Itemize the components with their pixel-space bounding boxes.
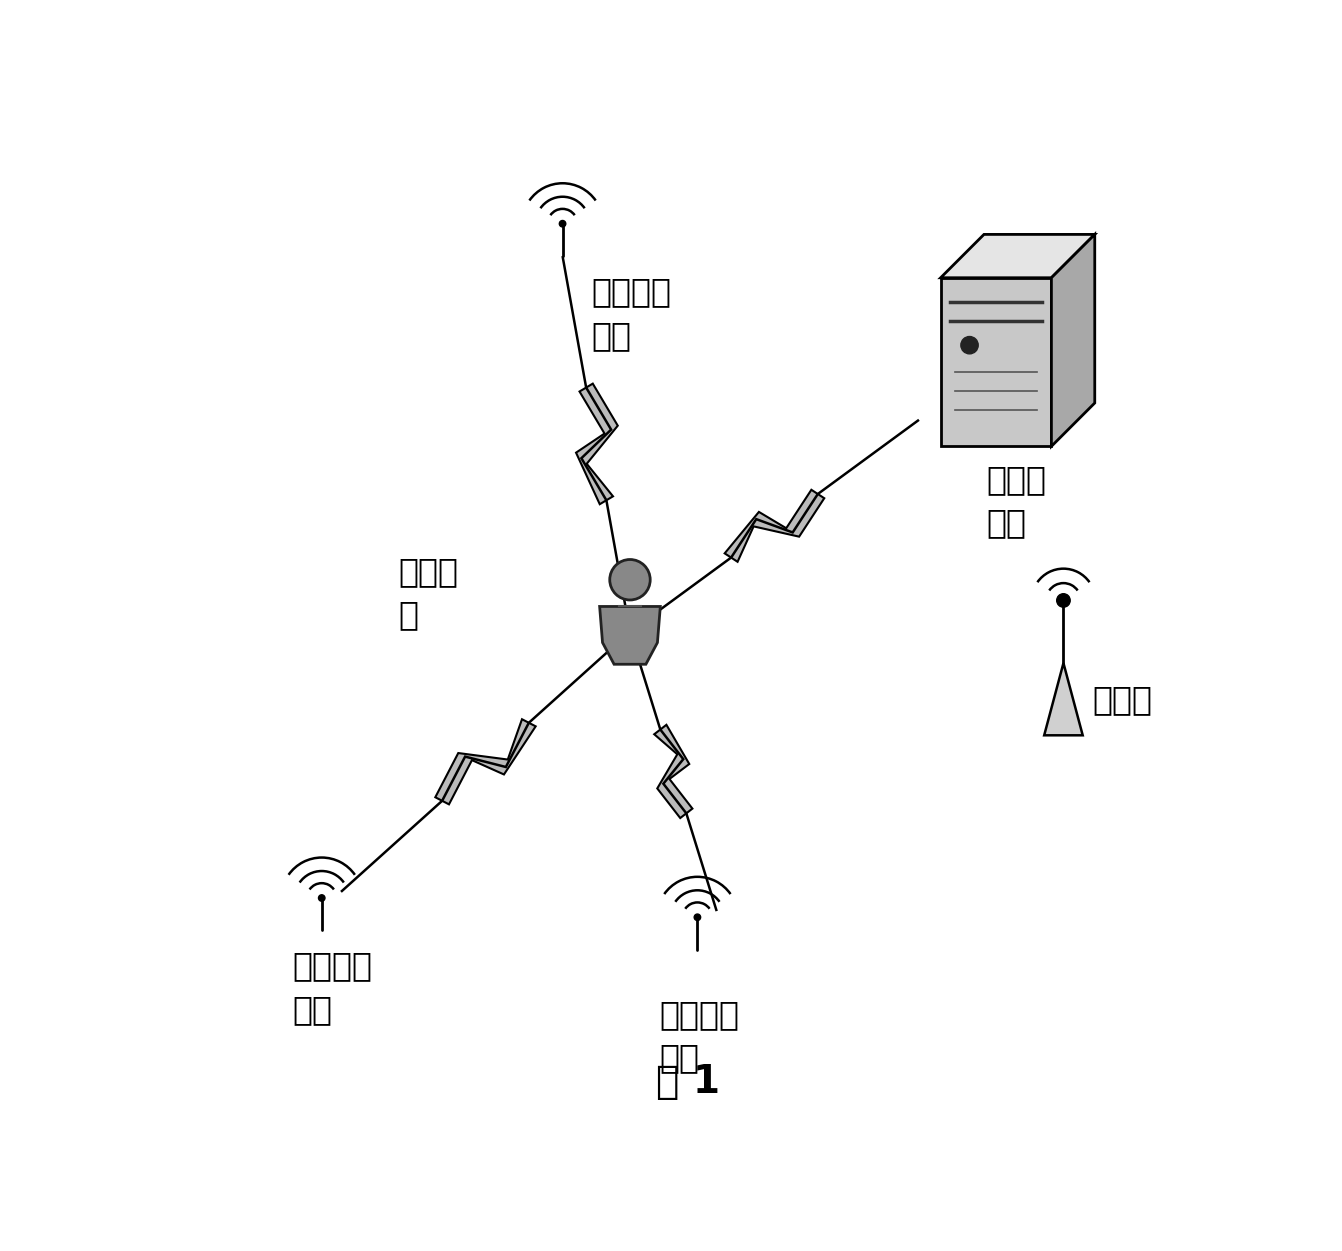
Polygon shape <box>941 278 1051 447</box>
Text: 极化波发
射点: 极化波发 射点 <box>659 998 739 1075</box>
Polygon shape <box>576 384 617 504</box>
Polygon shape <box>941 234 1095 278</box>
Text: 基准点: 基准点 <box>1092 683 1153 716</box>
Text: 极化波发
射点: 极化波发 射点 <box>293 950 373 1026</box>
Polygon shape <box>1044 663 1083 736</box>
Text: 图 1: 图 1 <box>656 1062 719 1101</box>
Text: 移动终
端: 移动终 端 <box>399 555 459 632</box>
Circle shape <box>609 559 651 600</box>
Circle shape <box>694 914 701 921</box>
Circle shape <box>560 220 566 226</box>
Text: 位置服
务器: 位置服 务器 <box>986 463 1047 539</box>
Polygon shape <box>725 490 824 562</box>
Polygon shape <box>435 719 535 804</box>
Text: 极化波发
射点: 极化波发 射点 <box>592 275 671 352</box>
Polygon shape <box>655 724 692 818</box>
Circle shape <box>318 894 325 901</box>
Circle shape <box>961 337 978 354</box>
Polygon shape <box>600 607 660 664</box>
Circle shape <box>1056 594 1070 607</box>
Polygon shape <box>1051 234 1095 447</box>
